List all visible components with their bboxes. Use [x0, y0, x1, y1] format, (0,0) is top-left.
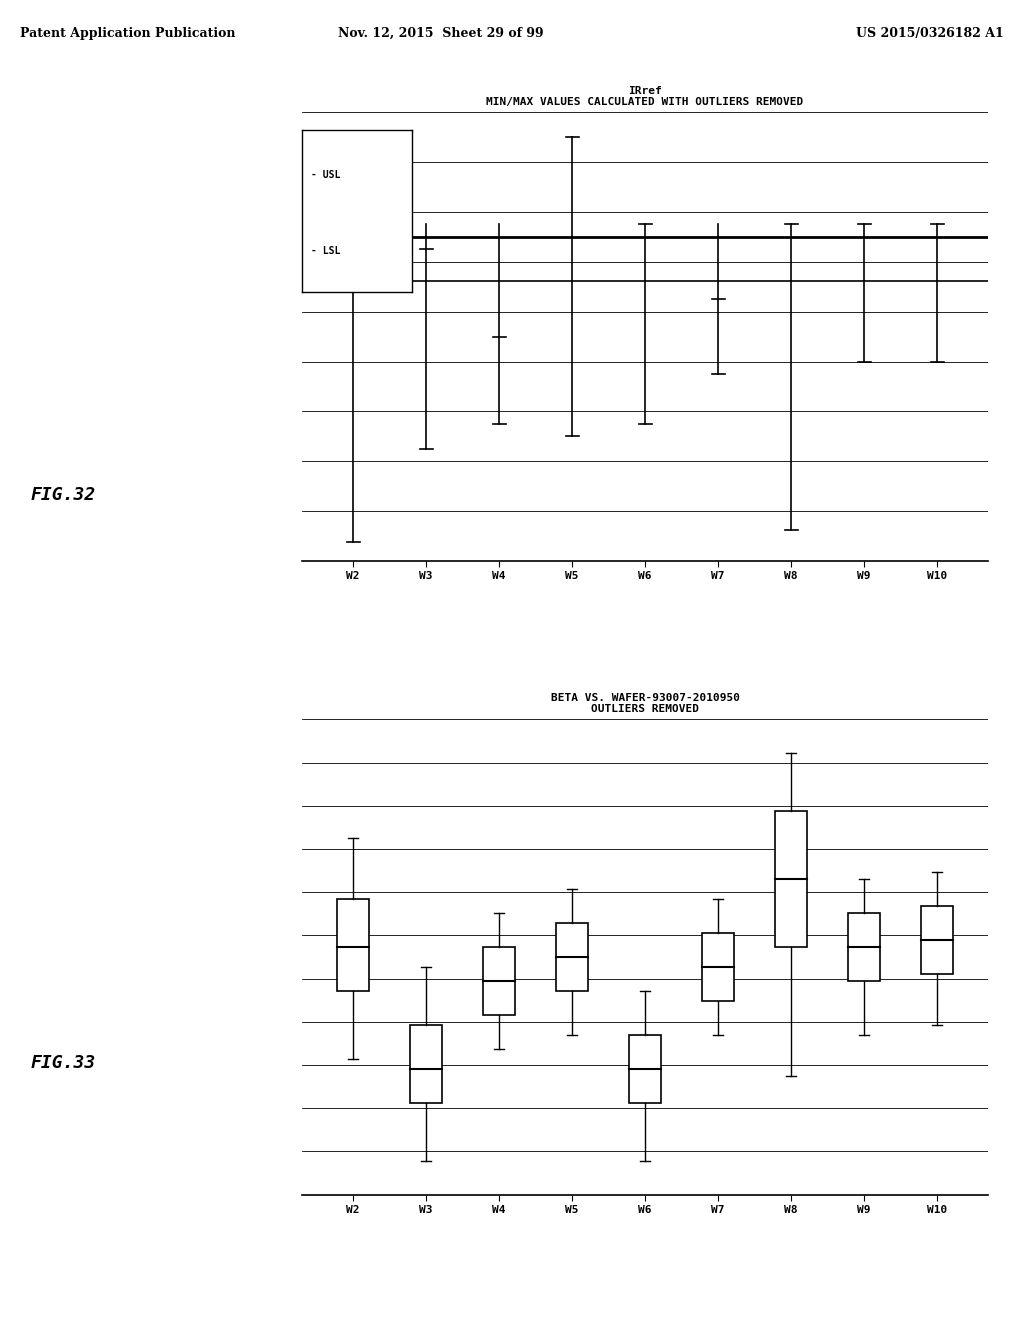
Title: IRref
MIN/MAX VALUES CALCULATED WITH OUTLIERS REMOVED: IRref MIN/MAX VALUES CALCULATED WITH OUT… [486, 86, 804, 107]
Bar [629, 1035, 662, 1104]
Bar [702, 933, 734, 1001]
Bar [483, 946, 515, 1015]
Text: FIG.32: FIG.32 [31, 486, 96, 504]
Text: FIG.33: FIG.33 [31, 1053, 96, 1072]
Bar [775, 810, 807, 946]
Title: BETA VS. WAFER-93007-2010950
OUTLIERS REMOVED: BETA VS. WAFER-93007-2010950 OUTLIERS RE… [551, 693, 739, 714]
Text: Nov. 12, 2015  Sheet 29 of 99: Nov. 12, 2015 Sheet 29 of 99 [338, 26, 543, 40]
Text: US 2015/0326182 A1: US 2015/0326182 A1 [856, 26, 1004, 40]
Bar [410, 1024, 442, 1104]
Text: Patent Application Publication: Patent Application Publication [20, 26, 236, 40]
Bar [337, 899, 370, 991]
Bar [556, 923, 588, 991]
Bar [848, 913, 881, 981]
Bar [921, 906, 953, 974]
